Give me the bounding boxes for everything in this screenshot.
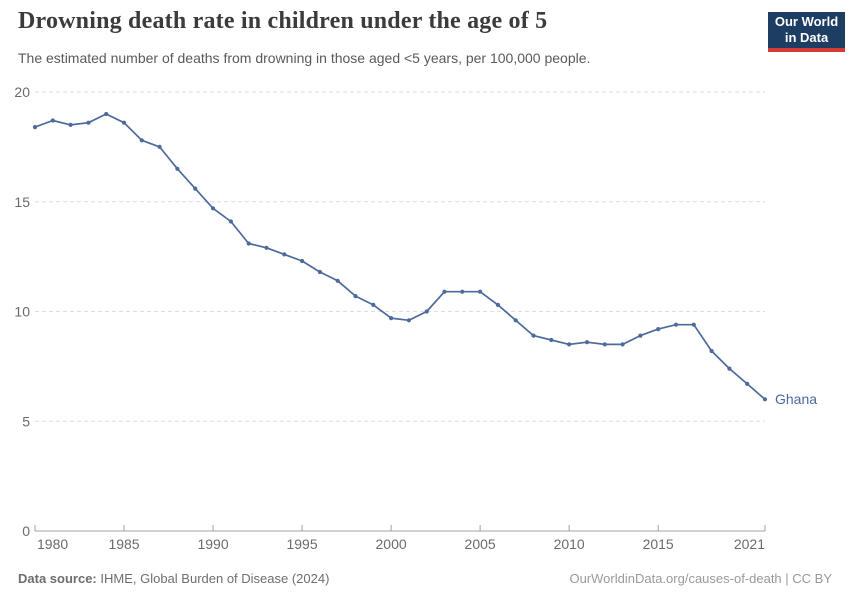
data-point-2015[interactable] — [656, 327, 661, 332]
data-point-2019[interactable] — [727, 366, 732, 371]
page-title: Drowning death rate in children under th… — [18, 8, 548, 34]
data-point-2007[interactable] — [513, 318, 518, 323]
data-point-1998[interactable] — [353, 294, 358, 299]
data-point-2008[interactable] — [531, 333, 536, 338]
x-axis-tick-label: 2000 — [376, 536, 407, 552]
data-point-1999[interactable] — [371, 302, 376, 307]
data-point-1982[interactable] — [68, 122, 73, 127]
x-axis-tick-label: 1990 — [197, 536, 228, 552]
data-point-1992[interactable] — [246, 241, 251, 246]
data-point-2009[interactable] — [549, 337, 554, 343]
data-point-1997[interactable] — [335, 278, 340, 283]
data-point-1981[interactable] — [50, 118, 55, 123]
data-point-1988[interactable] — [175, 166, 180, 171]
data-point-1996[interactable] — [317, 269, 322, 275]
data-point-2002[interactable] — [424, 309, 429, 314]
attribution-link[interactable]: OurWorldinData.org/causes-of-death | CC … — [569, 571, 832, 586]
data-point-2001[interactable] — [406, 318, 411, 323]
data-point-2021[interactable] — [762, 397, 768, 402]
data-point-1983[interactable] — [86, 120, 91, 125]
data-point-1994[interactable] — [282, 252, 287, 257]
data-point-1985[interactable] — [121, 120, 127, 125]
data-source-value: IHME, Global Burden of Disease (2024) — [100, 571, 330, 586]
data-point-2012[interactable] — [602, 342, 607, 347]
data-point-1993[interactable] — [264, 245, 269, 250]
data-point-2006[interactable] — [495, 302, 500, 307]
data-point-2013[interactable] — [620, 342, 625, 347]
data-point-1995[interactable] — [300, 258, 305, 264]
x-axis-tick-label: 1985 — [108, 536, 139, 552]
y-axis-tick-label: 15 — [14, 194, 30, 210]
data-point-1986[interactable] — [139, 138, 144, 143]
x-axis-tick-label: 2015 — [643, 536, 674, 552]
owid-logo-line2: in Data — [784, 30, 829, 45]
chart-subtitle: The estimated number of deaths from drow… — [18, 50, 591, 66]
data-point-2003[interactable] — [442, 289, 447, 294]
data-point-2018[interactable] — [709, 348, 714, 354]
data-point-2016[interactable] — [673, 322, 679, 327]
x-axis-tick-label: 2005 — [465, 536, 496, 552]
x-axis-tick-label: 2010 — [554, 536, 585, 552]
data-source: Data source: IHME, Global Burden of Dise… — [18, 571, 329, 586]
data-point-1991[interactable] — [228, 219, 233, 224]
data-point-2017[interactable] — [691, 322, 696, 327]
x-axis-tick-label: 1995 — [286, 536, 317, 552]
data-point-2014[interactable] — [638, 333, 643, 338]
data-point-1990[interactable] — [210, 206, 216, 211]
entity-label-ghana[interactable]: Ghana — [775, 391, 817, 407]
y-axis-tick-label: 20 — [14, 84, 30, 100]
y-axis-tick-label: 10 — [14, 304, 30, 320]
data-point-1984[interactable] — [104, 111, 109, 117]
y-axis-tick-label: 5 — [22, 413, 30, 429]
y-axis-tick-label: 0 — [22, 523, 30, 539]
owid-logo[interactable]: Our World in Data — [768, 12, 845, 52]
data-point-1987[interactable] — [157, 144, 162, 149]
data-source-label: Data source: — [18, 571, 97, 586]
data-point-2005[interactable] — [478, 289, 483, 294]
owid-logo-line1: Our World — [774, 13, 839, 29]
x-axis-tick-label: 1980 — [37, 536, 68, 552]
ghana-series-line[interactable] — [34, 113, 766, 401]
x-axis-tick-label: 2021 — [734, 536, 765, 552]
data-point-2000[interactable] — [389, 316, 394, 321]
data-point-2020[interactable] — [745, 381, 750, 386]
data-point-1980[interactable] — [32, 125, 38, 130]
data-point-1989[interactable] — [193, 186, 198, 191]
data-point-2010[interactable] — [567, 342, 572, 347]
data-point-2004[interactable] — [460, 289, 465, 294]
data-point-2011[interactable] — [584, 340, 590, 345]
